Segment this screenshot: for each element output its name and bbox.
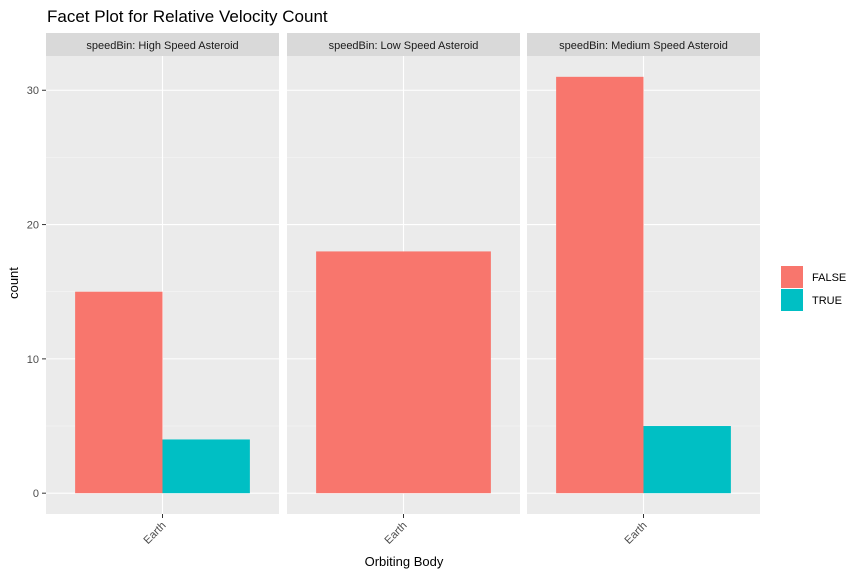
facet-strip	[46, 33, 279, 56]
x-tick-label: Earth	[383, 520, 410, 547]
facet-strip-label: speedBin: High Speed Asteroid	[86, 40, 238, 52]
chart-title: Facet Plot for Relative Velocity Count	[47, 7, 328, 26]
legend: FALSE TRUE	[781, 266, 846, 311]
x-axis-title: Orbiting Body	[365, 554, 444, 569]
legend-label: TRUE	[812, 295, 842, 307]
bar-true	[162, 439, 250, 494]
facet-strip	[527, 33, 760, 56]
bar-false	[316, 251, 491, 494]
legend-label: FALSE	[812, 272, 846, 284]
y-axis-title: count	[6, 267, 21, 299]
y-tick-label: 10	[27, 354, 39, 366]
y-tick-label: 30	[27, 85, 39, 97]
y-tick-label: 20	[27, 220, 39, 232]
legend-key-true	[781, 289, 803, 311]
y-axis: 0 10 20 30	[27, 85, 46, 500]
facet-panel: speedBin: High Speed Asteroid Earth	[46, 33, 279, 547]
facet-strip-label: speedBin: Medium Speed Asteroid	[559, 40, 728, 52]
x-tick-label: Earth	[623, 520, 650, 547]
y-tick-label: 0	[33, 488, 39, 500]
bar-true	[643, 426, 731, 494]
legend-key-false	[781, 266, 803, 288]
facet-strip-label: speedBin: Low Speed Asteroid	[329, 40, 479, 52]
facet-panel: speedBin: Low Speed Asteroid Earth	[287, 33, 520, 547]
facet-panel: speedBin: Medium Speed Asteroid Earth	[527, 33, 760, 547]
facet-strip	[287, 33, 520, 56]
facet-panels: speedBin: High Speed AsteroidEarthspeedB…	[46, 33, 760, 547]
x-tick-label: Earth	[142, 520, 169, 547]
bar-false	[556, 76, 644, 494]
bar-false	[75, 291, 163, 494]
